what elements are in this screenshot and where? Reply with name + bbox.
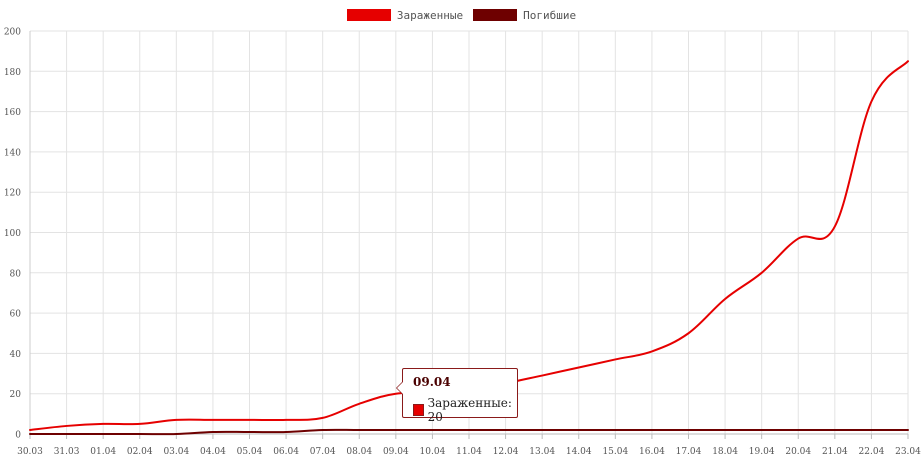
data-point-infected[interactable] [100,421,106,427]
x-tick-label: 05.04 [237,447,263,457]
legend-item-deaths[interactable]: Погибшие [473,9,576,22]
data-point-infected[interactable] [173,417,179,423]
y-tick-label: 20 [10,390,22,400]
tooltip-text: Зараженные: 20 [427,396,512,424]
x-tick-label: 18.04 [712,447,738,457]
x-tick-label: 11.04 [456,447,482,457]
data-point-deaths[interactable] [429,427,435,433]
legend-label-deaths: Погибшие [523,8,577,22]
data-point-deaths[interactable] [356,427,362,433]
x-tick-label: 12.04 [493,447,519,457]
data-point-deaths[interactable] [503,427,509,433]
data-point-infected[interactable] [539,373,545,379]
x-tick-label: 16.04 [639,447,665,457]
x-tick-label: 10.04 [420,447,446,457]
x-tick-label: 23.04 [895,447,921,457]
y-tick-label: 60 [10,310,22,320]
x-tick-label: 01.04 [90,447,116,457]
y-tick-label: 0 [15,431,21,441]
y-tick-label: 200 [4,28,21,38]
data-point-deaths[interactable] [283,429,289,435]
grid [29,30,909,435]
x-tick-label: 07.04 [310,447,336,457]
legend: Зараженные Погибшие [0,7,923,23]
data-point-deaths[interactable] [100,431,106,437]
data-point-infected[interactable] [686,330,692,336]
y-tick-label: 180 [4,68,21,78]
data-point-infected[interactable] [576,365,582,371]
x-tick-label: 15.04 [602,447,628,457]
data-point-infected[interactable] [722,296,728,302]
x-tick-label: 22.04 [859,447,885,457]
y-tick-label: 100 [4,229,21,239]
data-point-deaths[interactable] [137,431,143,437]
legend-label-infected: Зараженные [396,8,464,22]
legend-swatch-deaths [473,9,518,21]
data-point-infected[interactable] [612,356,618,362]
x-tick-label: 20.04 [785,447,811,457]
data-point-deaths[interactable] [795,427,801,433]
x-tick-label: 14.04 [566,447,592,457]
x-tick-label: 09.04 [383,447,409,457]
data-point-infected[interactable] [832,223,838,229]
tooltip-title: 09.04 [413,375,451,389]
data-point-infected[interactable] [247,417,253,423]
data-point-deaths[interactable] [320,427,326,433]
data-point-infected[interactable] [64,423,70,429]
y-tick-label: 80 [10,269,22,279]
data-point-deaths[interactable] [905,427,911,433]
data-point-deaths[interactable] [868,427,874,433]
data-point-deaths[interactable] [210,429,216,435]
x-tick-label: 03.04 [163,447,189,457]
data-point-deaths[interactable] [759,427,765,433]
data-point-deaths[interactable] [64,431,70,437]
y-tick-label: 120 [4,189,21,199]
x-tick-label: 08.04 [346,447,372,457]
tooltip: 09.04 Зараженные: 20 [396,368,518,424]
y-tick-label: 140 [4,148,21,158]
x-tick-label: 06.04 [273,447,299,457]
tooltip-row: Зараженные: 20 [413,396,517,424]
data-point-infected[interactable] [795,236,801,242]
x-tick-label: 19.04 [749,447,775,457]
data-point-deaths[interactable] [393,427,399,433]
x-tick-label: 04.04 [200,447,226,457]
axes: 0 20 40 60 80 100 120 140 160 180 200 30.03 31.03 01.… [4,28,921,458]
data-point-infected[interactable] [283,417,289,423]
data-point-infected[interactable] [356,401,362,407]
legend-swatch-infected [346,9,391,21]
x-tick-label: 21.04 [822,447,848,457]
data-point-infected[interactable] [759,270,765,276]
x-tick-label: 13.04 [529,447,555,457]
data-point-infected[interactable] [649,348,655,354]
data-point-deaths[interactable] [722,427,728,433]
data-point-deaths[interactable] [649,427,655,433]
x-tick-label: 17.04 [676,447,702,457]
data-point-deaths[interactable] [612,427,618,433]
y-tick-label: 160 [4,108,21,118]
x-tick-label: 02.04 [127,447,153,457]
series-line-deaths[interactable] [29,428,909,436]
x-tick-label: 30.03 [17,447,43,457]
data-point-deaths[interactable] [832,427,838,433]
data-point-deaths[interactable] [466,427,472,433]
data-point-deaths[interactable] [576,427,582,433]
data-point-infected[interactable] [868,99,874,105]
data-point-infected[interactable] [27,427,33,433]
y-tick-label: 40 [10,350,22,360]
data-point-infected[interactable] [320,415,326,421]
data-point-deaths[interactable] [686,427,692,433]
data-point-infected[interactable] [210,417,216,423]
x-tick-label: 31.03 [54,447,80,457]
data-point-infected[interactable] [137,421,143,427]
tooltip-swatch [413,404,424,416]
legend-item-infected[interactable]: Зараженные [346,8,464,22]
data-point-deaths[interactable] [539,427,545,433]
data-point-deaths[interactable] [173,431,179,437]
data-point-deaths[interactable] [247,429,253,435]
data-point-infected[interactable] [905,58,911,64]
